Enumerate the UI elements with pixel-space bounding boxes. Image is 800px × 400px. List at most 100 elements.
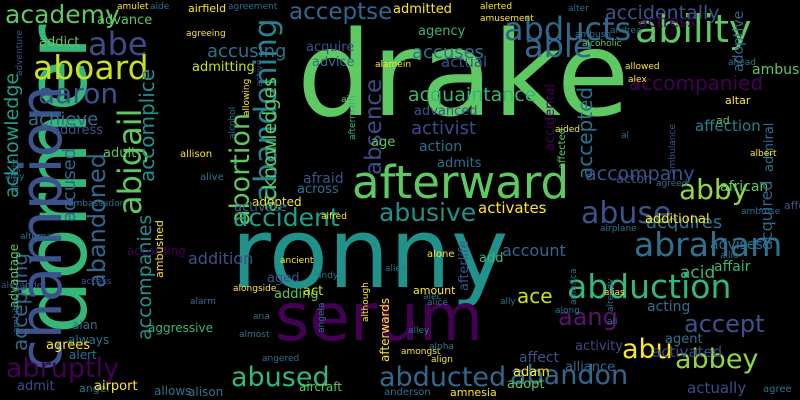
cloud-word: angel <box>79 382 110 395</box>
cloud-word: abusive <box>379 198 477 227</box>
cloud-word: amusement <box>480 14 534 24</box>
cloud-word: ambulance <box>668 124 678 174</box>
cloud-word: across <box>297 182 339 197</box>
cloud-word: anderson <box>384 387 431 398</box>
cloud-word: amount <box>413 284 456 297</box>
cloud-word: activates <box>478 199 547 217</box>
cloud-word: advises <box>710 237 763 253</box>
cloud-word: airfield <box>188 2 227 15</box>
cloud-word: activity <box>575 339 623 354</box>
cloud-word: ambushed <box>153 220 166 278</box>
cloud-word: alerted <box>480 2 513 12</box>
cloud-word: alternate <box>20 232 61 242</box>
cloud-word: able <box>524 27 593 65</box>
cloud-word: academy <box>5 0 120 29</box>
cloud-word: amulet <box>117 2 149 12</box>
cloud-word: abuse <box>581 196 672 231</box>
cloud-word: ace <box>517 284 553 308</box>
cloud-word: accidental <box>543 83 558 151</box>
cloud-word: accidentally <box>605 2 720 24</box>
cloud-word: ronny <box>231 197 509 310</box>
cloud-word: affected <box>557 127 568 169</box>
cloud-word: actually <box>687 379 747 397</box>
cloud-word: alive <box>200 172 224 183</box>
cloud-word: absence <box>361 78 387 175</box>
cloud-word: admiral <box>762 122 777 172</box>
cloud-word: ambush <box>575 30 612 40</box>
cloud-word: alarm <box>190 297 216 307</box>
cloud-word: ability <box>635 7 752 51</box>
cloud-word: alfred <box>321 212 347 222</box>
cloud-word: already <box>606 278 616 312</box>
cloud-word: alley <box>408 326 430 336</box>
cloud-word: actress <box>638 12 696 31</box>
cloud-word: alamein <box>375 60 412 70</box>
cloud-word: acknowledges <box>259 77 281 212</box>
cloud-word: alpha <box>429 342 454 352</box>
cloud-word: adult <box>103 146 137 161</box>
cloud-word: abraham <box>634 225 783 264</box>
cloud-word: altar <box>725 94 751 107</box>
cloud-word: agency <box>418 24 466 39</box>
cloud-word: age <box>371 135 396 150</box>
cloud-word: alias <box>604 288 625 298</box>
cloud-word: advance <box>97 13 153 28</box>
cloud-word: aboard <box>33 48 149 87</box>
cloud-word: aide <box>150 2 170 12</box>
cloud-word: addition <box>188 249 254 268</box>
cloud-word: alex <box>628 75 647 85</box>
cloud-word: accused <box>59 147 80 222</box>
cloud-word: align <box>431 355 453 365</box>
cloud-word: ad <box>716 114 730 127</box>
cloud-word: agrees <box>46 338 91 353</box>
cloud-word: activate <box>234 200 287 215</box>
cloud-word: according <box>127 244 186 258</box>
cloud-word: afterlife <box>457 240 472 291</box>
cloud-word: ancient <box>280 256 314 266</box>
cloud-word: almost <box>239 330 270 340</box>
cloud-word: acceptse <box>289 0 393 25</box>
cloud-word: activist <box>411 118 477 139</box>
cloud-word: african <box>720 179 769 195</box>
cloud-word: account <box>502 241 566 260</box>
cloud-word: abbey <box>675 344 759 375</box>
cloud-word: affect <box>519 350 560 366</box>
cloud-word: admits <box>437 156 482 171</box>
cloud-word: adam <box>513 365 550 380</box>
cloud-word: actual <box>441 53 488 71</box>
cloud-word: allows <box>154 384 192 398</box>
cloud-word: affection <box>695 117 761 135</box>
cloud-word: access <box>81 277 112 287</box>
cloud-word: advice <box>312 55 355 70</box>
cloud-word: agreed <box>656 179 688 189</box>
cloud-word: admitted <box>393 2 452 17</box>
cloud-word: alcohol <box>228 106 238 139</box>
cloud-word: action <box>419 139 463 155</box>
cloud-word: ambush <box>752 62 800 78</box>
cloud-word: adopt <box>507 377 545 392</box>
cloud-word: abducts <box>504 10 632 48</box>
cloud-word: andrea <box>610 26 642 36</box>
cloud-word: actor <box>616 172 650 187</box>
cloud-word: always <box>68 333 110 347</box>
cloud-word: allie <box>720 251 739 261</box>
cloud-word: although <box>361 282 371 322</box>
cloud-word: alien <box>385 264 407 274</box>
cloud-word: alec <box>423 292 442 302</box>
cloud-word: albert <box>750 149 777 159</box>
cloud-word: abandon <box>510 360 629 391</box>
cloud-word: afraid <box>303 171 344 187</box>
cloud-word: accompany <box>585 163 695 185</box>
cloud-word: abruptly <box>6 353 120 384</box>
cloud-word: acquire <box>306 40 355 55</box>
cloud-word: alice <box>427 298 449 308</box>
cloud-word: aged <box>267 271 300 286</box>
cloud-word: aggressive <box>148 321 213 335</box>
cloud-word: albright <box>11 158 21 193</box>
cloud-word: accomplice <box>135 68 159 182</box>
cloud-word: allowed <box>625 62 660 72</box>
cloud-word: ahead <box>728 58 756 68</box>
cloud-word: ambrose <box>741 207 781 217</box>
cloud-word: alert <box>69 348 97 362</box>
cloud-word: afterwards <box>378 297 392 362</box>
